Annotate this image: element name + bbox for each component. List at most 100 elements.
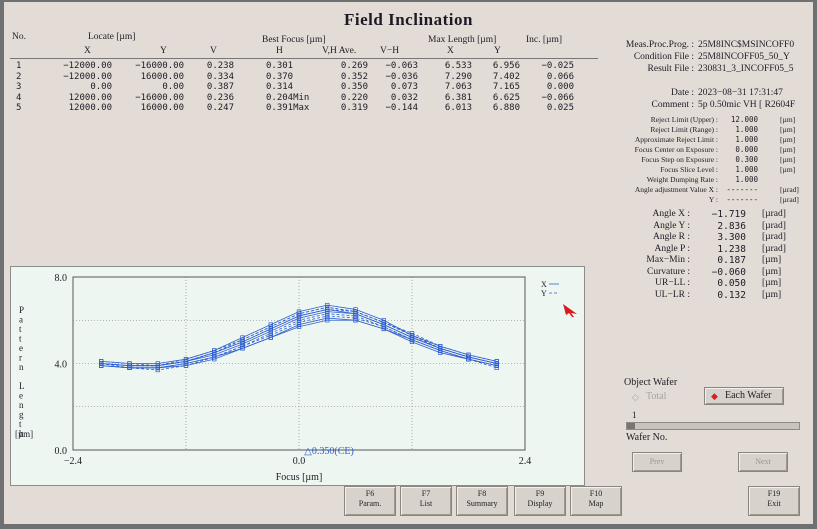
data-point xyxy=(353,309,358,314)
fkey-button-f7[interactable]: F7 List xyxy=(400,486,452,516)
param-label: Y : xyxy=(708,195,718,204)
angle-unit: [µrad] xyxy=(762,209,786,219)
param-value: 1.000 xyxy=(735,125,758,134)
total-option[interactable]: ◇ Total xyxy=(624,390,698,404)
angle-value: −1.719 xyxy=(711,209,746,220)
fkey-button-f10[interactable]: F10 Map xyxy=(570,486,622,516)
data-point xyxy=(99,361,104,366)
info-label: Comment : xyxy=(651,100,695,110)
fkey-label: Exit xyxy=(767,499,781,508)
y-tick-label: 4.0 xyxy=(55,360,68,371)
col-y-header: Y xyxy=(160,46,167,56)
cell-x: −12000.00 xyxy=(63,61,112,71)
table-divider xyxy=(10,58,598,59)
param-label: Angle adjustment Value X : xyxy=(634,185,718,194)
data-point xyxy=(183,359,189,364)
fkey-button-f9[interactable]: F9 Display xyxy=(514,486,566,516)
data-point xyxy=(99,359,104,364)
info-value: 25M8INC$MSINCOFF0 xyxy=(698,40,795,50)
angle-value: 0.187 xyxy=(717,255,746,266)
series-line xyxy=(101,319,497,369)
each-wafer-option[interactable]: ◆ Each Wafer xyxy=(704,387,784,405)
param-value: 1.000 xyxy=(735,175,758,184)
info-value: 2023−08−31 17:31:47 xyxy=(698,88,783,98)
param-label: Reject Limit (Upper) : xyxy=(650,115,718,124)
fkey-button-f19[interactable]: F19 Exit xyxy=(748,486,800,516)
param-unit: [µm] xyxy=(780,125,796,134)
param-label: Approximate Reject Limit : xyxy=(634,135,718,144)
cell-vh: −0.144 xyxy=(385,103,418,113)
prev-button[interactable]: Prev xyxy=(632,452,682,472)
data-point xyxy=(325,305,330,310)
wafer-slider[interactable] xyxy=(626,422,800,430)
fkey-label: List xyxy=(419,499,433,508)
cell-mly: 7.402 xyxy=(492,71,520,82)
y-axis-label-char: r xyxy=(19,353,22,363)
cell-no: 1 xyxy=(16,61,22,71)
col-vh-header: V−H xyxy=(380,46,400,56)
param-value: 1.000 xyxy=(735,135,758,144)
cell-x: 12000.00 xyxy=(68,92,112,103)
cell-inc: −0.066 xyxy=(541,92,574,103)
data-point xyxy=(494,365,499,370)
cell-no: 4 xyxy=(16,92,22,103)
cell-mlx: 6.533 xyxy=(444,61,472,71)
param-unit: [µm] xyxy=(780,165,796,174)
angle-label: Angle Y : xyxy=(653,220,690,231)
data-point xyxy=(296,311,302,316)
data-point xyxy=(381,320,386,325)
center-annotation: △0.350(CE) xyxy=(304,446,354,457)
inc-header: Inc. [µm] xyxy=(526,35,563,45)
legend-label: X xyxy=(541,280,547,289)
data-point xyxy=(268,335,273,340)
cell-no: 5 xyxy=(16,103,22,113)
y-axis-label-char: P xyxy=(19,305,24,315)
info-value: 25M8INCOFF05_50_Y xyxy=(698,52,790,62)
angle-unit: [µrad] xyxy=(762,243,786,254)
fkey-button-f6[interactable]: F6 Param. xyxy=(344,486,396,516)
cell-v: 0.236 xyxy=(206,92,234,103)
radio-diamond-icon: ◇ xyxy=(632,392,639,402)
wafer-slider-thumb[interactable] xyxy=(627,423,635,429)
cell-vh: −0.036 xyxy=(385,71,418,82)
each-wafer-label: Each Wafer xyxy=(725,390,772,401)
fkey-button-f8[interactable]: F8 Summary xyxy=(456,486,508,516)
object-wafer-label: Object Wafer xyxy=(624,377,678,388)
angle-label: Angle X : xyxy=(652,209,690,219)
col-mly-header: Y xyxy=(494,46,501,56)
fkey-label: Display xyxy=(527,499,553,508)
cell-h: 0.370 xyxy=(266,71,294,82)
fkey-key: F6 xyxy=(365,489,375,498)
page-title: Field Inclination xyxy=(344,10,473,29)
cell-no: 3 xyxy=(16,82,22,92)
y-axis-label-char: L xyxy=(19,381,25,391)
angle-value: −0.060 xyxy=(711,266,746,278)
info-label: Result File : xyxy=(647,64,694,74)
cell-y: −16000.00 xyxy=(135,92,184,103)
cell-h: 0.204Min xyxy=(266,92,310,103)
cell-inc: −0.025 xyxy=(541,61,574,71)
data-point xyxy=(494,361,499,366)
cell-mlx: 7.290 xyxy=(444,71,472,82)
series-line xyxy=(101,306,497,367)
app-screen: Field Inclination No. Locate [µm] Best F… xyxy=(4,2,813,524)
angle-unit: [µm] xyxy=(762,278,782,288)
wafer-no-label: Wafer No. xyxy=(626,432,668,443)
col-ave-header: V,H Ave. xyxy=(322,46,357,56)
fkey-label: Param. xyxy=(358,499,382,508)
mouse-cursor-icon xyxy=(563,304,577,317)
x-tick-label: 2.4 xyxy=(519,456,532,467)
data-point xyxy=(438,346,443,351)
cell-mly: 6.956 xyxy=(492,61,520,71)
cell-v: 0.334 xyxy=(206,71,234,82)
cell-vh: 0.032 xyxy=(390,92,418,103)
no-header: No. xyxy=(12,32,26,42)
cell-ave: 0.319 xyxy=(340,103,368,113)
angle-unit: [µm] xyxy=(762,289,782,300)
param-unit: [µm] xyxy=(780,155,796,164)
angle-label: Max−Min : xyxy=(646,255,690,265)
cell-vh: −0.063 xyxy=(385,61,418,71)
data-point xyxy=(127,363,132,368)
data-point xyxy=(353,318,358,323)
next-button[interactable]: Next xyxy=(738,452,788,472)
